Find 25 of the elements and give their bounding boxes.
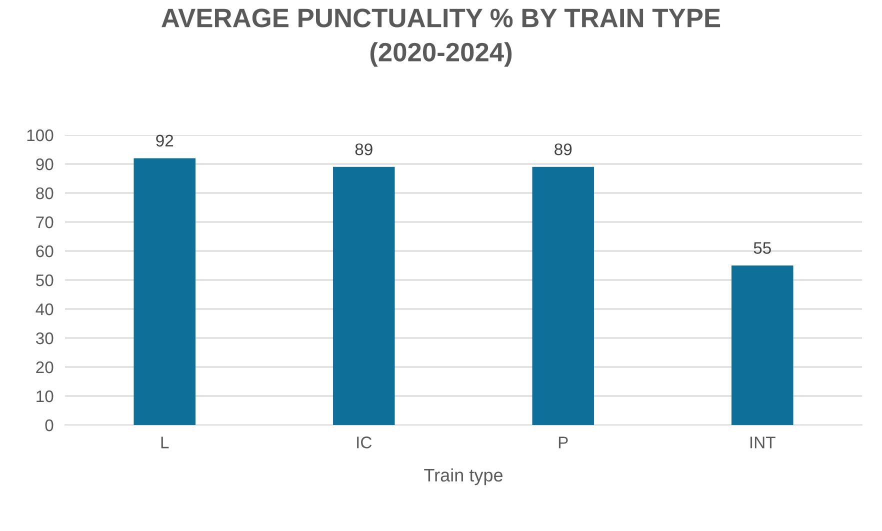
- y-tick-label: 60: [36, 245, 54, 258]
- data-label: 89: [355, 143, 372, 156]
- data-label: 92: [156, 134, 174, 147]
- x-axis-title: Train type: [424, 468, 503, 486]
- y-tick-label: 90: [36, 158, 54, 170]
- x-tick-label: INT: [750, 436, 776, 448]
- y-tick-label: 100: [27, 129, 54, 142]
- bar: [532, 166, 594, 425]
- x-tick-label: IC: [357, 436, 372, 448]
- y-tick-label: 30: [36, 332, 54, 344]
- x-tick-label: L: [161, 436, 169, 448]
- chart-title: AVERAGE PUNCTUALITY % BY TRAIN TYPE (2020-2024): [162, 8, 720, 67]
- y-tick-label: 10: [36, 390, 54, 402]
- data-label: 89: [554, 143, 572, 156]
- y-tick-label: 20: [36, 361, 54, 374]
- y-tick-label: 70: [36, 216, 54, 228]
- bar: [731, 266, 794, 425]
- y-tick-label: 80: [36, 187, 54, 200]
- bar: [332, 166, 395, 425]
- y-tick-label: 40: [36, 303, 54, 316]
- bar: [134, 158, 196, 425]
- y-tick-label: 50: [36, 274, 54, 286]
- data-label: 55: [754, 242, 771, 254]
- x-tick-label: P: [558, 436, 568, 448]
- y-tick-label: 0: [45, 419, 54, 432]
